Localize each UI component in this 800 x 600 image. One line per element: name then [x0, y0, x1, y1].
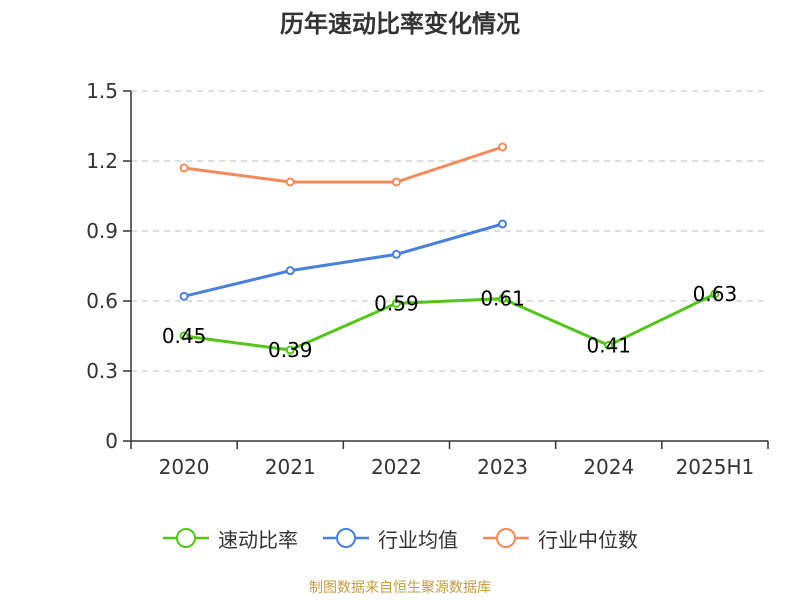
- legend-item[interactable]: 行业均值: [322, 524, 458, 553]
- x-tick-label: 2021: [265, 455, 316, 479]
- data-point[interactable]: [391, 249, 401, 259]
- y-tick-label: 0: [105, 429, 118, 453]
- data-label: 0.39: [268, 338, 313, 362]
- y-tick-label: 0.6: [86, 289, 118, 313]
- data-point[interactable]: [285, 345, 295, 355]
- source-note: 制图数据来自恒生聚源数据库: [309, 580, 491, 596]
- data-point[interactable]: [498, 142, 508, 152]
- legend-label: 行业均值: [378, 527, 458, 552]
- data-point[interactable]: [498, 219, 508, 229]
- legend-item[interactable]: 行业中位数: [482, 524, 638, 553]
- data-point[interactable]: [604, 340, 614, 350]
- y-tick-label: 0.3: [86, 359, 118, 383]
- data-point[interactable]: [710, 289, 720, 299]
- series-line: [183, 145, 504, 184]
- series-line: [183, 222, 503, 298]
- legend-marker-icon: [483, 528, 529, 548]
- legend-marker-icon: [163, 528, 209, 548]
- data-point[interactable]: [179, 163, 189, 173]
- x-tick-label: 2023: [477, 455, 528, 479]
- data-label: 0.59: [374, 291, 419, 315]
- data-point[interactable]: [179, 291, 189, 301]
- data-point[interactable]: [498, 294, 508, 304]
- data-point[interactable]: [179, 331, 189, 341]
- legend-label: 速动比率: [218, 527, 298, 552]
- legend-label: 行业中位数: [538, 527, 638, 552]
- chart-title: 历年速动比率变化情况: [280, 10, 520, 38]
- axes: 0 0.3 0.6 0.9 1.2 1.5 2020 2021 2022 2023 2024 2025…: [86, 79, 769, 479]
- data-point[interactable]: [391, 298, 401, 308]
- data-point[interactable]: [285, 266, 295, 276]
- data-point[interactable]: [285, 177, 295, 187]
- legend-item[interactable]: 速动比率: [162, 524, 298, 553]
- data-labels: 0.45 0.39 0.59 0.61 0.41 0.63: [162, 282, 737, 362]
- series: [179, 142, 720, 355]
- y-tick-label: 1.2: [86, 149, 118, 173]
- x-tick-label: 2025H1: [676, 455, 755, 479]
- x-tick-label: 2024: [583, 455, 634, 479]
- x-tick-label: 2020: [159, 455, 210, 479]
- data-point[interactable]: [391, 177, 401, 187]
- y-tick-label: 1.5: [86, 79, 118, 103]
- data-label: 0.45: [162, 324, 207, 348]
- legend: 速动比率 行业均值 行业中位数: [0, 518, 800, 558]
- legend-marker-icon: [323, 528, 369, 548]
- data-label: 0.41: [586, 333, 631, 357]
- series-line: [183, 292, 716, 352]
- x-tick-label: 2022: [371, 455, 422, 479]
- data-label: 0.63: [693, 282, 738, 306]
- y-tick-label: 0.9: [86, 219, 118, 243]
- grid-lines: [131, 90, 768, 372]
- data-label: 0.61: [480, 287, 525, 311]
